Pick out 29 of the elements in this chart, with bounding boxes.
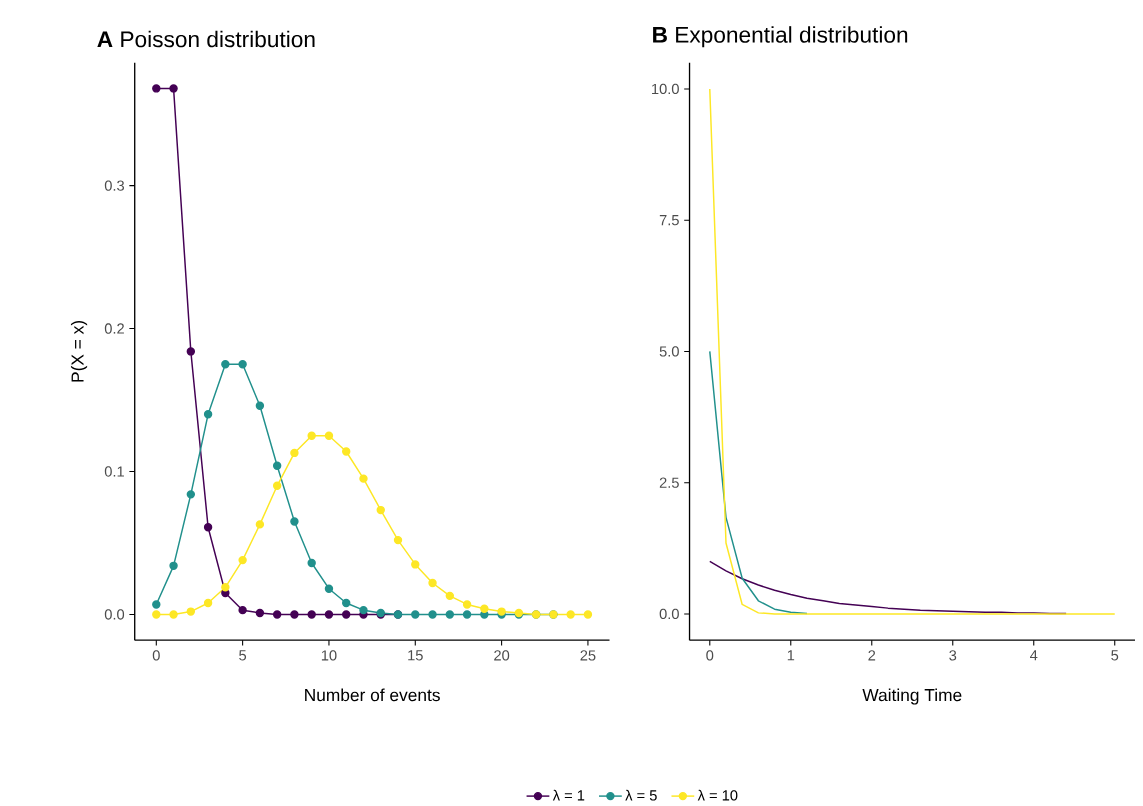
x-tick-label: 2 [868, 650, 876, 661]
x-tick-label: 5 [239, 650, 247, 661]
x-tick-label: 1 [787, 650, 795, 661]
y-tick-label: 0.3 [104, 180, 125, 192]
x-tick-label: 5 [1111, 650, 1119, 661]
x-tick-label: 3 [949, 650, 957, 661]
legend-label: λ = 5 [625, 790, 657, 801]
legend-label: λ = 10 [697, 790, 738, 801]
x-tick-label: 20 [494, 650, 510, 661]
x-tick-label: 0 [152, 650, 160, 661]
y-tick-label: 10.0 [652, 83, 679, 95]
y-tick-label: 0.0 [659, 608, 679, 620]
x-tick-label: 0 [706, 650, 714, 661]
y-tick-label: 7.5 [659, 215, 679, 226]
x-axis-title: Waiting Time [862, 688, 962, 705]
x-tick-label: 15 [408, 650, 423, 661]
y-tick-label: 2.5 [659, 477, 679, 489]
x-tick-label: 4 [1030, 650, 1038, 661]
chart-title: B Exponential distribution [653, 26, 908, 48]
y-tick-label: 0.1 [104, 466, 124, 477]
y-tick-label: 0.0 [104, 609, 125, 620]
x-axis-title: Number of events [305, 688, 440, 702]
y-axis-title: P(X = x) [70, 321, 88, 382]
y-tick-label: 0.2 [104, 323, 124, 334]
y-tick-label: 5.0 [659, 346, 679, 357]
legend-label: λ = 1 [552, 790, 585, 801]
x-tick-label: 25 [580, 650, 596, 661]
chart-title: A Poisson distribution [97, 30, 315, 48]
x-tick-label: 10 [321, 650, 337, 661]
